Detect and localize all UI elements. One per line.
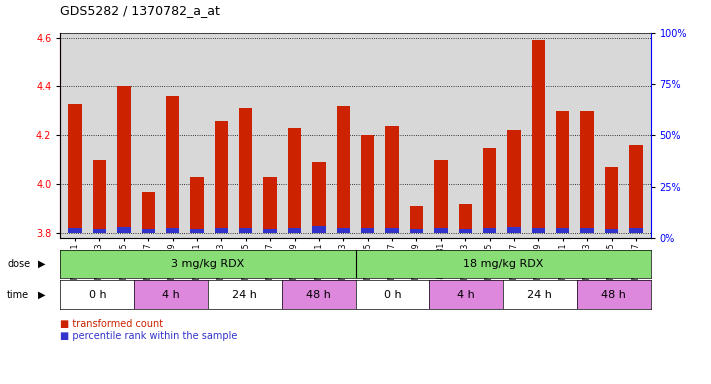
Bar <box>68 104 82 233</box>
Text: ▶: ▶ <box>38 259 46 269</box>
Text: 48 h: 48 h <box>306 290 331 300</box>
Bar <box>312 226 326 233</box>
Bar <box>605 167 619 233</box>
Text: 24 h: 24 h <box>232 290 257 300</box>
Bar <box>141 192 155 233</box>
Bar <box>264 177 277 233</box>
Bar <box>215 228 228 233</box>
Bar <box>385 228 399 233</box>
Bar <box>92 229 106 233</box>
Text: ▶: ▶ <box>38 290 46 300</box>
Bar <box>92 160 106 233</box>
Text: 4 h: 4 h <box>457 290 475 300</box>
Bar <box>239 108 252 233</box>
Bar <box>166 228 179 233</box>
Bar <box>483 228 496 233</box>
Bar <box>410 206 423 233</box>
Bar <box>191 229 203 233</box>
Bar <box>483 147 496 233</box>
Bar <box>60 280 134 309</box>
Bar <box>434 160 447 233</box>
Bar <box>434 228 447 233</box>
Bar <box>208 280 282 309</box>
Bar <box>282 280 356 309</box>
Text: ■ percentile rank within the sample: ■ percentile rank within the sample <box>60 331 237 341</box>
Bar <box>288 128 301 233</box>
Text: 0 h: 0 h <box>88 290 106 300</box>
Bar <box>459 229 472 233</box>
Bar <box>288 228 301 233</box>
Bar <box>385 126 399 233</box>
Bar <box>410 229 423 233</box>
Bar <box>508 131 520 233</box>
Bar <box>556 228 570 233</box>
Bar <box>191 177 203 233</box>
Bar <box>532 228 545 233</box>
Bar <box>356 280 429 309</box>
Bar <box>577 280 651 309</box>
Bar <box>605 229 619 233</box>
Text: ■ transformed count: ■ transformed count <box>60 319 164 329</box>
Bar <box>166 96 179 233</box>
Bar <box>508 227 520 233</box>
Bar <box>361 228 375 233</box>
Bar <box>141 229 155 233</box>
Bar <box>556 111 570 233</box>
Bar <box>264 229 277 233</box>
Bar <box>361 135 375 233</box>
Bar <box>580 228 594 233</box>
Text: 24 h: 24 h <box>528 290 552 300</box>
Text: 0 h: 0 h <box>383 290 401 300</box>
Text: 4 h: 4 h <box>162 290 180 300</box>
Bar <box>68 228 82 233</box>
Bar <box>629 145 643 233</box>
Bar <box>336 106 350 233</box>
Text: 3 mg/kg RDX: 3 mg/kg RDX <box>171 259 245 269</box>
Text: time: time <box>7 290 29 300</box>
Bar <box>239 228 252 233</box>
Bar <box>336 228 350 233</box>
Bar <box>215 121 228 233</box>
Text: GDS5282 / 1370782_a_at: GDS5282 / 1370782_a_at <box>60 4 220 17</box>
Text: dose: dose <box>7 259 31 269</box>
Bar <box>459 204 472 233</box>
Bar <box>117 227 131 233</box>
Text: 18 mg/kg RDX: 18 mg/kg RDX <box>463 259 543 269</box>
Bar <box>117 86 131 233</box>
Bar <box>580 111 594 233</box>
Bar <box>503 280 577 309</box>
Bar <box>532 40 545 233</box>
Bar <box>629 228 643 233</box>
Text: 48 h: 48 h <box>602 290 626 300</box>
Bar <box>429 280 503 309</box>
Bar <box>312 162 326 233</box>
Bar <box>134 280 208 309</box>
